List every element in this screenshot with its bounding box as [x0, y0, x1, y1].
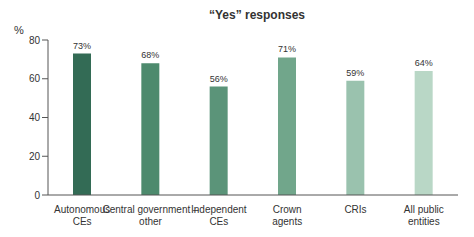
html-text:Autonomous: Autonomous	[54, 204, 111, 215]
svg-text:CRIs: CRIs	[344, 204, 366, 215]
svg-text:56%: 56%	[210, 74, 228, 84]
svg-text:73%: 73%	[73, 41, 91, 51]
svg-text:IndependentCEs: IndependentCEs	[191, 204, 247, 227]
svg-text:Central government –other: Central government –other	[102, 204, 199, 227]
svg-text:Crownagents: Crownagents	[272, 204, 302, 227]
svg-text:0: 0	[34, 190, 40, 201]
svg-text:60: 60	[29, 73, 41, 84]
svg-text:68%: 68%	[141, 50, 159, 60]
svg-text:40: 40	[29, 112, 41, 123]
svg-text:20: 20	[29, 151, 41, 162]
svg-text:64%: 64%	[415, 58, 433, 68]
svg-text:59%: 59%	[346, 68, 364, 78]
svg-text:71%: 71%	[278, 44, 296, 54]
svg-text:All publicentities: All publicentities	[404, 204, 444, 227]
svg-text:80: 80	[29, 35, 41, 46]
html-text:“Yes” responses: “Yes” responses	[209, 8, 305, 22]
html-text:CEs: CEs	[72, 216, 92, 227]
